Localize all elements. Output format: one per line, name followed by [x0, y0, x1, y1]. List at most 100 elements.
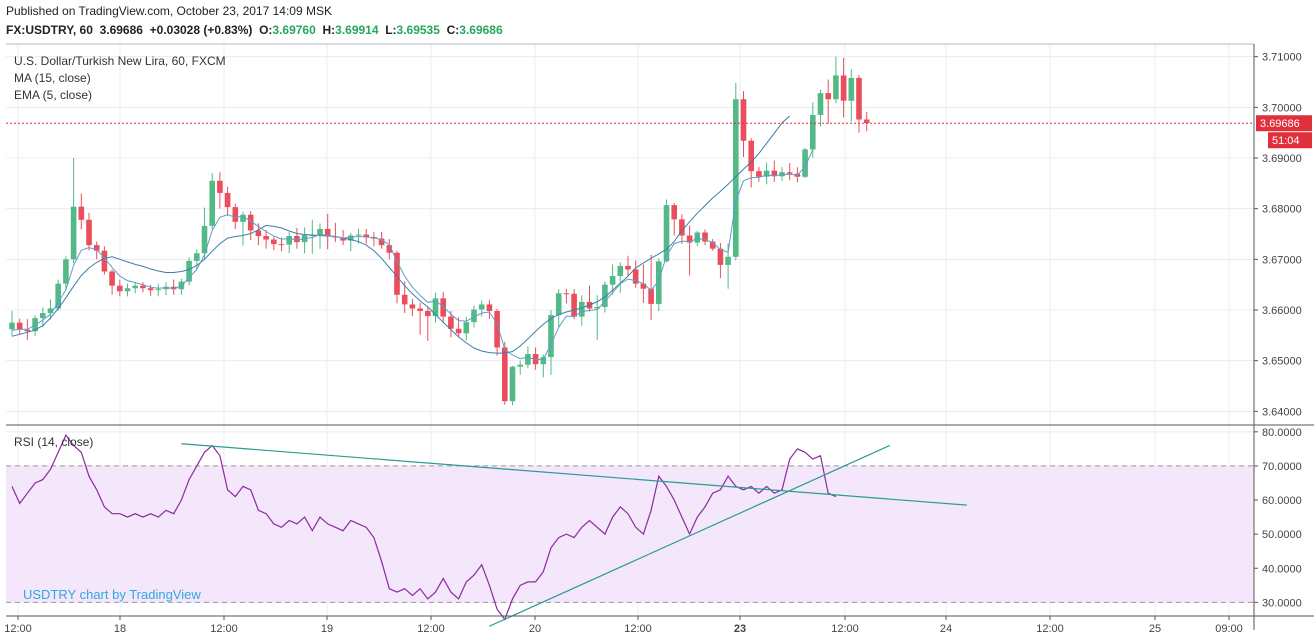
candle-body: [486, 304, 493, 312]
candle-body: [509, 366, 516, 402]
candle-body: [194, 253, 200, 261]
candle-body: [740, 99, 747, 141]
candle-body: [186, 260, 192, 282]
time-axis[interactable]: 12:00 18 12:00 19 12:00 20 12:00 23 12:00 24 12:00…: [4, 616, 1243, 635]
candle-body: [656, 261, 662, 304]
rsi-axis[interactable]: 80.0000 70.0000 60.0000 50.0000 40.0000 30.00…: [1254, 427, 1302, 610]
ema-legend: EMA (5, close): [14, 88, 92, 102]
candle-body: [771, 170, 778, 177]
time-tick-label: 23: [734, 623, 746, 635]
countdown-tag: 51:04: [1272, 135, 1300, 147]
candle-body: [517, 364, 523, 367]
candle-body: [263, 236, 269, 240]
candle-body: [463, 322, 470, 334]
candle-body: [355, 234, 362, 236]
last-price-tag: 3.69686: [1260, 118, 1300, 130]
time-tick-label: 09:00: [1215, 623, 1243, 635]
candle-body: [440, 298, 446, 317]
candle-body: [217, 180, 223, 193]
rsi-trendline: [181, 443, 967, 506]
last-price: 3.69686: [99, 23, 143, 37]
last-price-tag-bg: [1256, 115, 1312, 132]
candle-body: [709, 241, 716, 249]
candle-body: [309, 235, 316, 237]
candle-body: [324, 228, 331, 237]
candle-body: [825, 93, 831, 100]
rsi-tick-label: 70.0000: [1262, 461, 1302, 473]
candle-body: [24, 329, 31, 332]
price-tick-label: 3.64000: [1262, 406, 1302, 418]
price-axis[interactable]: 3.71000 3.70000 3.69000 3.68000 3.67000 3.660…: [1254, 52, 1302, 419]
candle-body: [101, 250, 108, 272]
candle-body: [555, 293, 562, 316]
candle-body: [702, 232, 708, 242]
candle-body: [294, 236, 300, 243]
candle-body: [417, 308, 423, 312]
candle-body: [224, 192, 231, 208]
candle-body: [579, 301, 585, 317]
candle-body: [147, 288, 154, 291]
time-tick-label: 18: [114, 623, 126, 635]
candle-body: [348, 235, 354, 241]
candle-body: [109, 271, 115, 286]
candle-body: [756, 171, 762, 177]
rsi-tick-label: 30.0000: [1262, 597, 1302, 609]
candle-body: [232, 207, 239, 222]
candle-body: [548, 315, 554, 358]
candle-body: [55, 283, 61, 309]
candle-body: [617, 265, 624, 277]
open-value: 3.69760: [272, 23, 316, 37]
candle-body: [763, 170, 770, 177]
main-chart-title: U.S. Dollar/Turkish New Lira, 60, FXCM: [14, 54, 226, 68]
candle-body: [40, 313, 46, 319]
close-label: C:: [446, 23, 460, 37]
ma-line: [11, 115, 791, 354]
candle-body: [640, 283, 647, 289]
price-tick-label: 3.66000: [1262, 305, 1302, 317]
candle-body: [471, 309, 477, 323]
time-tick-label: 12:00: [417, 623, 445, 635]
candle-body: [571, 293, 577, 317]
high-value: 3.69914: [335, 23, 379, 37]
candle-body: [609, 276, 616, 285]
time-tick-label: 20: [529, 623, 541, 635]
candle-body: [401, 294, 408, 305]
candle-body: [748, 140, 754, 172]
candle-body: [663, 205, 670, 262]
chart-header: Published on TradingView.com, October 23…: [0, 0, 1314, 44]
candle-body: [117, 285, 123, 292]
ma-legend: MA (15, close): [14, 71, 91, 85]
time-tick-label: 12:00: [4, 623, 32, 635]
candle-body: [132, 285, 138, 289]
high-label: H:: [322, 23, 336, 37]
candle-body: [563, 293, 570, 295]
countdown-tag-bg: [1268, 132, 1312, 149]
time-tick-label: 25: [1149, 623, 1161, 635]
candle-body: [840, 75, 847, 101]
candle-body: [632, 269, 639, 284]
rsi-tick-label: 50.0000: [1262, 529, 1302, 541]
candle-body: [140, 285, 146, 289]
candle-body: [817, 93, 824, 115]
candle-body: [648, 288, 654, 304]
low-value: 3.69535: [396, 23, 440, 37]
symbol-quote-line: FX:USDTRY, 60 3.69686 +0.03028 (+0.83%) …: [6, 23, 503, 37]
candle-body: [540, 357, 547, 365]
candle-body: [733, 99, 739, 257]
open-label: O:: [259, 23, 273, 37]
ema-line: [11, 149, 814, 361]
rsi-trendline: [489, 444, 891, 627]
candle-body: [686, 235, 693, 243]
rsi-legend: RSI (14, close): [14, 435, 93, 449]
candle-body: [201, 225, 208, 254]
watermark: USDTRY chart by TradingView: [23, 587, 201, 602]
candle-body: [63, 259, 69, 284]
candle-body: [786, 172, 793, 174]
candle-body: [93, 245, 100, 251]
candle-body: [525, 354, 531, 365]
time-tick-label: 12:00: [624, 623, 652, 635]
candle-body: [810, 114, 816, 150]
time-tick-label: 19: [321, 623, 333, 635]
candle-body: [833, 75, 839, 100]
